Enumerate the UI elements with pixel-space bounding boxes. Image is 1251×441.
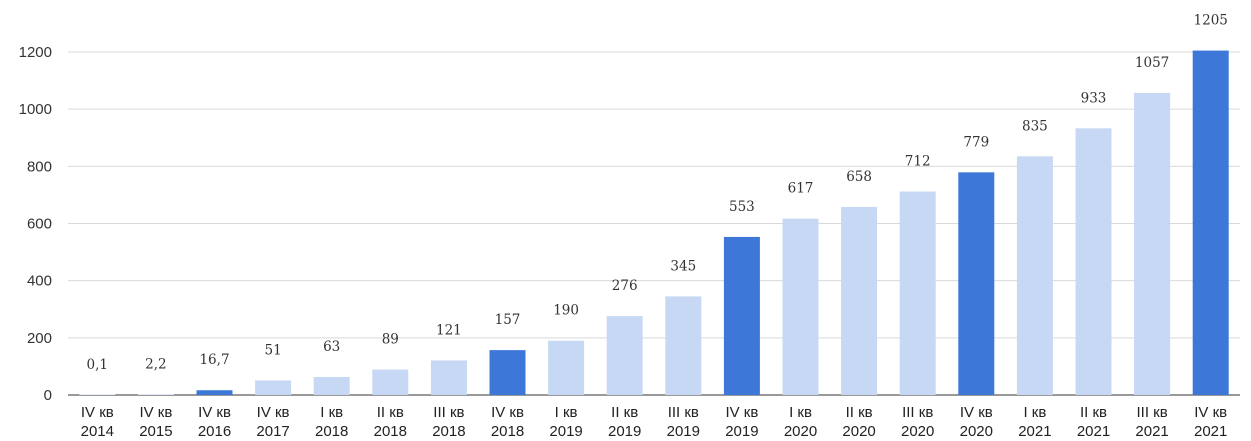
x-tick-year: 2017 (256, 423, 289, 440)
x-tick-year: 2019 (725, 423, 758, 440)
data-label: 16,7 (199, 352, 229, 368)
y-tick-label: 800 (27, 158, 52, 175)
bar (841, 206, 878, 395)
y-tick-label: 200 (27, 330, 52, 347)
x-tick-year: 2020 (784, 423, 817, 440)
data-label: 121 (436, 322, 462, 338)
x-tick-year: 2021 (1018, 423, 1051, 440)
x-tick-quarter: IV кв (1194, 404, 1227, 421)
x-tick-quarter: IV кв (81, 404, 114, 421)
x-tick-year: 2015 (139, 423, 172, 440)
bar (958, 172, 995, 395)
bar (548, 340, 585, 395)
x-tick-quarter: II кв (846, 404, 873, 421)
bar (782, 218, 819, 395)
x-tick-year: 2018 (315, 423, 348, 440)
bar (723, 236, 760, 395)
bar (1192, 50, 1229, 396)
bar (79, 394, 116, 395)
bar (313, 376, 350, 395)
x-tick-year: 2016 (198, 423, 231, 440)
x-axis: IV кв 2014 IV кв 2015 IV кв 2016 IV кв 2017 I кв… (81, 404, 1228, 440)
x-tick-year: 2018 (491, 423, 524, 440)
bar (899, 191, 936, 395)
bar (1075, 128, 1112, 395)
data-label: 617 (788, 181, 814, 197)
bar (255, 380, 292, 395)
x-tick-quarter: II кв (1080, 404, 1107, 421)
x-tick-year: 2020 (960, 423, 993, 440)
data-label: 658 (846, 169, 872, 185)
x-tick-quarter: I кв (320, 404, 343, 421)
bar (196, 390, 233, 395)
data-label: 553 (729, 199, 755, 215)
x-tick-year: 2018 (432, 423, 465, 440)
data-label: 1057 (1135, 55, 1169, 71)
x-tick-year: 2021 (1194, 423, 1227, 440)
x-tick-year: 2021 (1077, 423, 1110, 440)
x-tick-quarter: III кв (902, 404, 933, 421)
bars (79, 50, 1229, 396)
x-tick-quarter: III кв (668, 404, 699, 421)
bar (372, 369, 409, 395)
x-tick-quarter: III кв (433, 404, 464, 421)
y-axis: 0 200 400 600 800 1000 1200 (19, 44, 52, 404)
y-tick-label: 1000 (19, 101, 52, 118)
data-label: 89 (382, 332, 399, 348)
data-label: 779 (963, 134, 989, 150)
y-tick-label: 1200 (19, 44, 52, 61)
data-label: 345 (670, 258, 696, 274)
y-tick-label: 600 (27, 216, 52, 233)
data-labels: 0,1 2,2 16,7 51 63 89 121 157 190 276 345 553 617 658… (87, 13, 1228, 373)
bar (489, 350, 526, 395)
bar (430, 360, 467, 395)
x-tick-year: 2019 (667, 423, 700, 440)
data-label: 0,1 (87, 357, 108, 373)
data-label: 933 (1081, 90, 1107, 106)
x-tick-year: 2020 (901, 423, 934, 440)
bar (137, 394, 174, 395)
x-tick-quarter: I кв (789, 404, 812, 421)
bar (665, 296, 702, 395)
x-tick-quarter: IV кв (725, 404, 758, 421)
x-tick-quarter: IV кв (198, 404, 231, 421)
x-tick-quarter: II кв (611, 404, 638, 421)
bar (1016, 156, 1053, 395)
data-label: 2,2 (145, 356, 166, 372)
data-label: 276 (612, 278, 638, 294)
x-tick-year: 2019 (549, 423, 582, 440)
y-tick-label: 0 (44, 387, 52, 404)
data-label: 835 (1022, 118, 1048, 134)
data-label: 1205 (1194, 13, 1228, 29)
x-tick-quarter: IV кв (491, 404, 524, 421)
x-tick-quarter: I кв (1023, 404, 1046, 421)
data-label: 51 (265, 342, 282, 358)
x-tick-year: 2020 (842, 423, 875, 440)
x-tick-quarter: IV кв (960, 404, 993, 421)
y-tick-label: 400 (27, 273, 52, 290)
x-tick-quarter: I кв (555, 404, 578, 421)
grid (68, 51, 1240, 396)
x-tick-year: 2019 (608, 423, 641, 440)
x-tick-year: 2014 (81, 423, 114, 440)
data-label: 63 (323, 339, 340, 355)
x-tick-quarter: II кв (377, 404, 404, 421)
bar (606, 316, 643, 395)
data-label: 157 (495, 312, 521, 328)
x-tick-quarter: IV кв (139, 404, 172, 421)
x-tick-quarter: IV кв (257, 404, 290, 421)
x-tick-year: 2018 (374, 423, 407, 440)
data-label: 190 (553, 303, 579, 319)
x-tick-quarter: III кв (1136, 404, 1167, 421)
bar (1134, 92, 1171, 395)
data-label: 712 (905, 153, 931, 169)
x-tick-year: 2021 (1135, 423, 1168, 440)
